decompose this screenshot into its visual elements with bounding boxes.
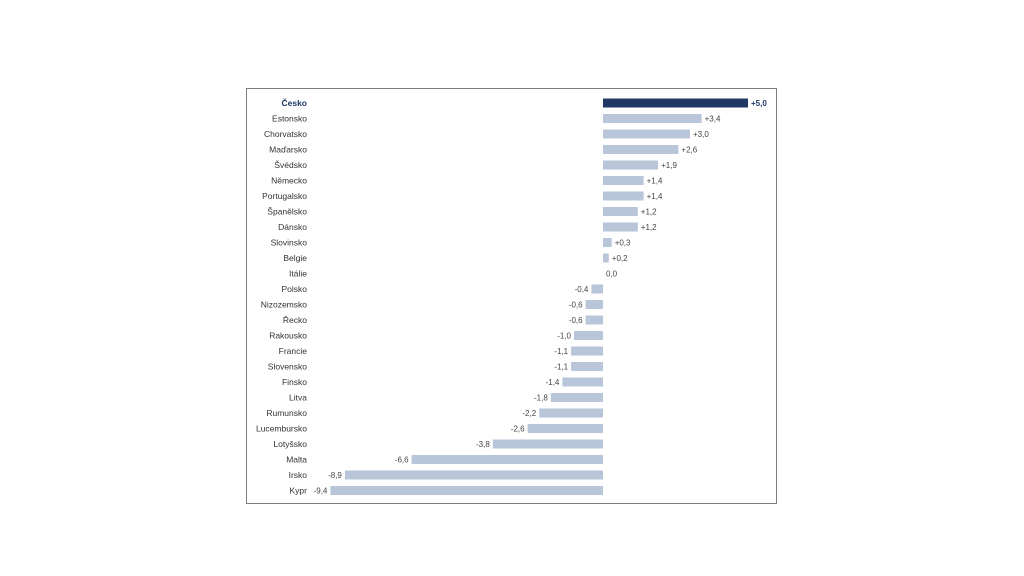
- category-label: Portugalsko: [262, 191, 307, 201]
- category-label: Estonsko: [272, 114, 307, 124]
- category-label: Maďarsko: [269, 145, 307, 155]
- bar: [603, 145, 679, 154]
- category-label: Slovensko: [268, 362, 307, 372]
- category-label: Řecko: [283, 315, 307, 325]
- bar-chart: Česko +5,0 Estonsko +3,4 Chorvatsko +3,0 Maďar…: [256, 97, 767, 496]
- bar: [603, 191, 644, 201]
- category-label: Slovinsko: [271, 238, 308, 248]
- value-label: +1,2: [641, 223, 657, 232]
- value-label: -0,6: [569, 316, 583, 325]
- bar: [603, 98, 748, 108]
- category-label: Francie: [279, 346, 308, 356]
- value-label: -2,6: [511, 425, 525, 434]
- value-label: +3,0: [693, 130, 709, 139]
- bar: [330, 486, 603, 495]
- category-label: Lotyšsko: [273, 439, 307, 449]
- category-label: Česko: [281, 97, 307, 108]
- category-label: Polsko: [281, 284, 307, 294]
- value-label: -1,4: [546, 378, 560, 387]
- category-label: Irsko: [289, 470, 308, 480]
- bar: [585, 315, 603, 325]
- category-label: Belgie: [283, 253, 307, 263]
- bar: [574, 331, 603, 340]
- bar: [550, 393, 603, 402]
- category-label: Malta: [286, 455, 307, 465]
- category-label: Rumunsko: [266, 408, 307, 418]
- value-label: +0,2: [612, 254, 628, 263]
- category-label: Litva: [289, 393, 307, 403]
- value-label: +2,6: [681, 146, 697, 155]
- bar: [562, 377, 603, 387]
- bar: [603, 114, 702, 123]
- value-label: -6,6: [395, 456, 409, 465]
- bar: [603, 176, 644, 185]
- category-label: Lucembursko: [256, 424, 307, 434]
- value-label: +1,2: [641, 208, 657, 217]
- value-label: -9,4: [314, 487, 328, 496]
- bar: [344, 470, 603, 480]
- value-label: -1,0: [557, 332, 571, 341]
- value-label: +1,9: [661, 161, 677, 170]
- category-label: Nizozemsko: [261, 300, 308, 310]
- bar: [603, 129, 690, 139]
- bar: [571, 362, 603, 371]
- bar: [492, 439, 603, 449]
- bar: [603, 160, 659, 170]
- bar: [603, 222, 638, 232]
- bar: [603, 207, 638, 216]
- value-label: +1,4: [647, 192, 663, 201]
- category-label: Rakousko: [269, 331, 307, 341]
- value-label: -0,4: [575, 285, 589, 294]
- chart-frame: Česko +5,0 Estonsko +3,4 Chorvatsko +3,0 Maďar…: [246, 88, 777, 504]
- bar: [527, 424, 603, 433]
- category-label: Dánsko: [278, 222, 307, 232]
- value-label: -1,1: [554, 363, 568, 372]
- value-label: -0,6: [569, 301, 583, 310]
- bar: [603, 253, 609, 263]
- category-label: Švédsko: [274, 160, 307, 170]
- value-label: -1,8: [534, 394, 548, 403]
- value-label: +5,0: [751, 99, 767, 108]
- bar: [571, 346, 603, 356]
- value-label: +3,4: [705, 115, 721, 124]
- category-label: Kypr: [290, 486, 308, 496]
- value-label: -3,8: [476, 440, 490, 449]
- bar: [603, 238, 612, 247]
- value-label: +0,3: [615, 239, 631, 248]
- bar: [539, 408, 603, 418]
- category-label: Německo: [271, 176, 307, 186]
- category-label: Španělsko: [267, 207, 307, 217]
- value-label: +1,4: [647, 177, 663, 186]
- value-label: -8,9: [328, 471, 342, 480]
- value-label: -2,2: [522, 409, 536, 418]
- category-label: Itálie: [289, 269, 307, 279]
- value-label: 0,0: [606, 270, 618, 279]
- category-label: Finsko: [282, 377, 307, 387]
- bar: [591, 284, 603, 294]
- bar: [411, 455, 603, 464]
- bar: [585, 300, 603, 309]
- value-label: -1,1: [554, 347, 568, 356]
- category-label: Chorvatsko: [264, 129, 307, 139]
